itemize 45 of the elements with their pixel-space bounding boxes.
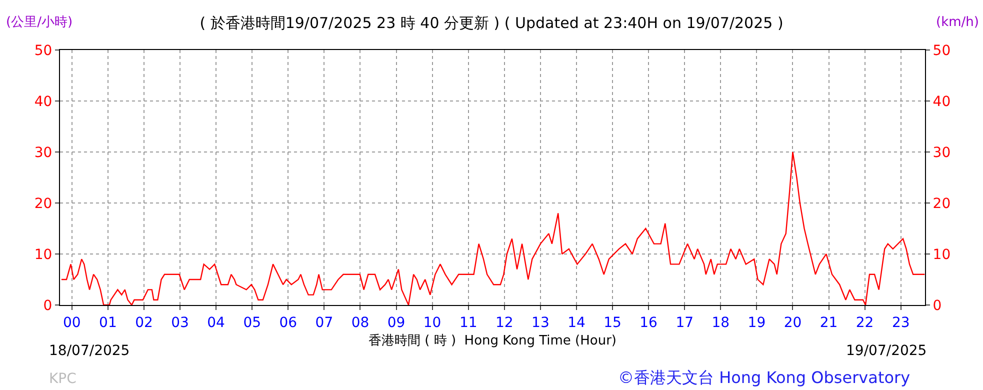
y2-tick-label: 20: [932, 196, 951, 212]
y2-tick-label: 40: [932, 94, 951, 110]
text: 19/07/2025: [846, 343, 927, 359]
text: KPC: [49, 371, 77, 387]
x-tick-label: 12: [495, 314, 514, 331]
text: ©香港天文台 Hong Kong Observatory: [618, 368, 910, 387]
x-tick-label: 22: [856, 314, 874, 331]
x-tick-label: 17: [676, 314, 694, 331]
x-tick-label: 13: [532, 314, 550, 331]
x-tick-label: 16: [640, 314, 658, 331]
x-tick-label: 14: [568, 314, 586, 331]
x-tick-label: 03: [171, 314, 189, 331]
y2-tick-label: 50: [932, 42, 951, 59]
y2-axis-title: (km/h): [936, 15, 979, 30]
y-tick-label: 20: [34, 196, 52, 212]
x-tick-label: 00: [62, 314, 81, 331]
x-tick-label: 21: [820, 314, 838, 331]
y-tick-label: 10: [34, 246, 52, 263]
x-tick-label: 20: [784, 314, 802, 331]
x-tick-label: 09: [387, 314, 406, 331]
x-tick-label: 04: [207, 314, 226, 331]
line-series: [60, 151, 925, 305]
x-tick-label: 11: [459, 314, 478, 331]
y-tick-label: 40: [34, 94, 52, 110]
chart-title: ( 於香港時間19/07/2025 23 時 40 分更新 ) ( Updated at 23:40H on 19/07/2025 ): [200, 14, 784, 32]
y-tick-label: 50: [34, 42, 52, 59]
y-tick-label: 30: [34, 144, 52, 161]
y2-tick-label: 0: [932, 298, 942, 314]
x-tick-label: 18: [712, 314, 730, 331]
x-tick-label: 10: [423, 314, 442, 331]
y2-tick-label: 10: [932, 246, 951, 263]
x-tick-label: 02: [135, 314, 153, 331]
text: 18/07/2025: [49, 343, 130, 359]
x-tick-label: 06: [279, 314, 298, 331]
x-axis-title: 香港時間 ( 時 ) Hong Kong Time (Hour): [368, 333, 617, 348]
x-tick-label: 01: [99, 314, 117, 331]
x-tick-label: 19: [748, 314, 766, 331]
x-tick-label: 05: [243, 314, 262, 331]
x-tick-label: 07: [315, 314, 334, 331]
y2-tick-label: 30: [932, 144, 951, 161]
y-axis-title: (公里/小時): [6, 15, 73, 30]
y-tick-label: 0: [43, 298, 52, 314]
x-tick-label: 15: [604, 314, 622, 331]
x-tick-label: 08: [351, 314, 370, 331]
x-tick-label: 23: [892, 314, 910, 331]
